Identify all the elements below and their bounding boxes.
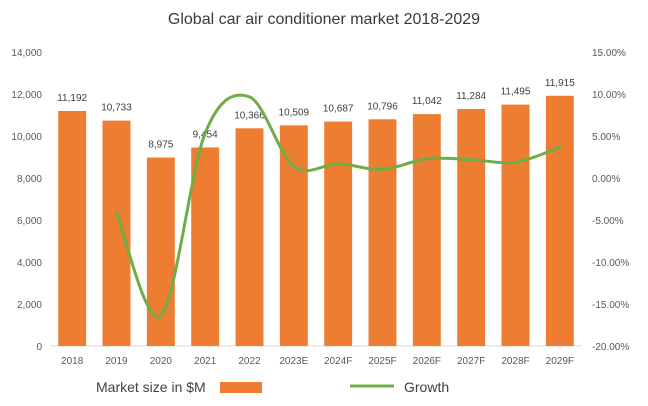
right-y-tick-label: -15.00%	[592, 300, 629, 311]
left-y-tick-label: 0	[36, 342, 42, 353]
bar-data-label-2028F: 11,495	[501, 87, 531, 98]
bar-2027F	[457, 109, 486, 346]
bar-data-label-2026F: 11,042	[412, 96, 442, 107]
left-y-tick-label: 2,000	[17, 300, 42, 311]
bar-2024F	[324, 121, 353, 346]
bar-2019	[102, 120, 131, 347]
x-axis: 2018 2019 2020 2021 2022 2023E 2024F 2025F 2026F…	[61, 356, 574, 367]
x-tick-label: 2022	[238, 356, 261, 367]
right-y-tick-label: 0.00%	[592, 174, 620, 185]
bar-2028F	[501, 104, 530, 346]
left-y-tick-label: 4,000	[17, 258, 42, 269]
bar-2022	[235, 128, 264, 346]
bar-series	[58, 95, 574, 347]
bar-2026F	[412, 114, 441, 346]
bar-2025F	[368, 119, 397, 346]
left-y-axis: 0 2,000 4,000 6,000 8,000 10,000 12,000 14,000	[11, 48, 42, 353]
growth-line-series	[115, 93, 562, 319]
bar-data-label-2020: 8,975	[148, 140, 173, 151]
x-tick-label: 2021	[194, 356, 217, 367]
x-tick-label: 2026F	[413, 356, 441, 367]
right-y-tick-label: 10.00%	[592, 90, 626, 101]
left-y-tick-label: 10,000	[11, 132, 42, 143]
legend: Market size in $M Growth	[96, 379, 449, 395]
x-tick-label: 2024F	[324, 356, 352, 367]
bar-data-label-2023E: 10,509	[279, 107, 310, 118]
x-tick-label: 2029F	[546, 356, 574, 367]
right-y-axis: -20.00% -15.00% -10.00% -5.00% 0.00% 5.00% 10.…	[592, 48, 629, 353]
left-y-tick-label: 14,000	[11, 48, 42, 59]
bar-2021	[191, 147, 220, 346]
x-tick-label: 2023E	[279, 356, 308, 367]
x-tick-label: 2028F	[501, 356, 529, 367]
bar-data-label-2027F: 11,284	[456, 91, 486, 102]
left-y-tick-label: 8,000	[17, 174, 42, 185]
bar-2018	[58, 110, 87, 346]
bar-2020	[146, 157, 175, 346]
x-tick-label: 2020	[150, 356, 173, 367]
chart-title: Global car air conditioner market 2018-2…	[168, 11, 480, 28]
bar-data-label-2029F: 11,915	[545, 78, 575, 89]
right-y-tick-label: -20.00%	[592, 342, 629, 353]
x-tick-label: 2025F	[368, 356, 396, 367]
legend-swatch-market-size	[220, 382, 262, 393]
bar-data-label-2024F: 10,687	[323, 104, 354, 115]
x-tick-label: 2019	[105, 356, 128, 367]
x-tick-label: 2018	[61, 356, 84, 367]
right-y-tick-label: -10.00%	[592, 258, 629, 269]
bar-data-label-2019: 10,733	[101, 103, 132, 114]
left-y-tick-label: 12,000	[11, 90, 42, 101]
legend-label-growth: Growth	[404, 379, 449, 395]
legend-label-market-size: Market size in $M	[96, 379, 206, 395]
bar-data-label-2025F: 10,796	[367, 101, 398, 112]
right-y-tick-label: 5.00%	[592, 132, 620, 143]
right-y-tick-label: 15.00%	[592, 48, 626, 59]
growth-line	[115, 93, 562, 319]
bar-2023E	[279, 125, 308, 346]
bar-2029F	[545, 95, 574, 346]
x-tick-label: 2027F	[457, 356, 485, 367]
bar-data-label-2022: 10,366	[234, 110, 265, 121]
left-y-tick-label: 6,000	[17, 216, 42, 227]
bar-data-label-2018: 11,192	[57, 93, 87, 104]
right-y-tick-label: -5.00%	[592, 216, 624, 227]
